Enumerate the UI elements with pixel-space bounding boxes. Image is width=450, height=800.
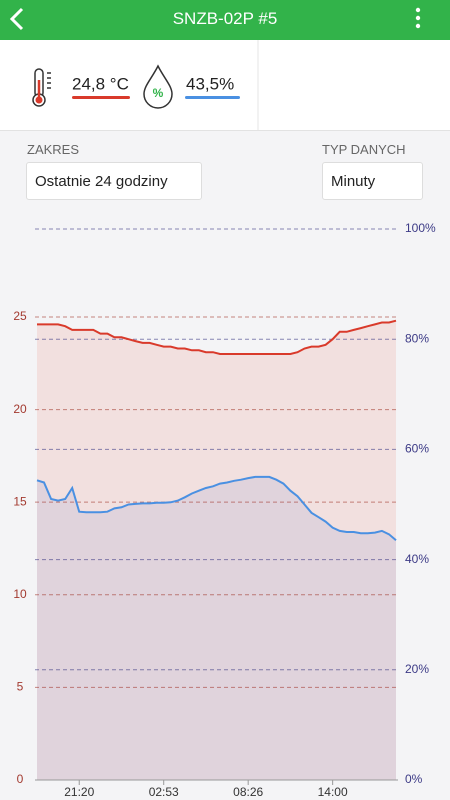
y2-tick-label: 80%: [405, 331, 429, 345]
area: [37, 320, 396, 780]
chart: 0 5 10 15 20 25 0% 20% 40% 60% 80% 100% 21:20 02:53 08…: [13, 221, 436, 799]
readings: 24,8 °C % 43,5%: [32, 40, 259, 130]
range-label: ZAKRES: [27, 142, 80, 157]
back-button[interactable]: [0, 0, 40, 40]
range-select[interactable]: Ostatnie 24 godziny: [26, 162, 202, 200]
humidity-icon-label: %: [153, 86, 164, 100]
line: [36, 475, 397, 542]
humidity-value: 43,5%: [186, 74, 234, 93]
x-tick-label: 02:53: [149, 785, 179, 799]
y2-tick-label: 40%: [405, 552, 429, 566]
y-tick-label: 0: [17, 772, 24, 786]
type-select[interactable]: Minuty: [322, 162, 423, 200]
type-label: TYP DANYCH: [322, 142, 406, 157]
y-tick-label: 15: [13, 494, 27, 508]
y2-tick-label: 20%: [405, 662, 429, 676]
y2-tick-label: 0%: [405, 772, 423, 786]
line: [37, 319, 397, 355]
header-title: SNZB-02P #5: [172, 9, 278, 28]
y-tick-label: 5: [17, 680, 24, 694]
y2-tick-label: 60%: [405, 442, 429, 456]
readings-card: 24,8 °C % 43,5%: [0, 40, 450, 131]
thermometer-icon: [32, 68, 51, 107]
humidity-icon: [143, 64, 173, 109]
x-tick-label: 08:26: [233, 785, 263, 799]
x-tick-label: 21:20: [64, 785, 94, 799]
y2-tick-label: 100%: [405, 221, 436, 235]
y-tick-label: 25: [13, 309, 27, 323]
y-tick-label: 10: [13, 587, 27, 601]
menu-button[interactable]: [408, 0, 428, 40]
temperature-value: 24,8 °C: [72, 74, 129, 93]
x-tick-label: 14:00: [318, 785, 348, 799]
temperature-underline: [72, 96, 130, 99]
area: [37, 476, 396, 780]
app-header: SNZB-02P #5: [0, 0, 450, 40]
y-tick-label: 20: [13, 402, 27, 416]
humidity-underline: [185, 96, 240, 99]
